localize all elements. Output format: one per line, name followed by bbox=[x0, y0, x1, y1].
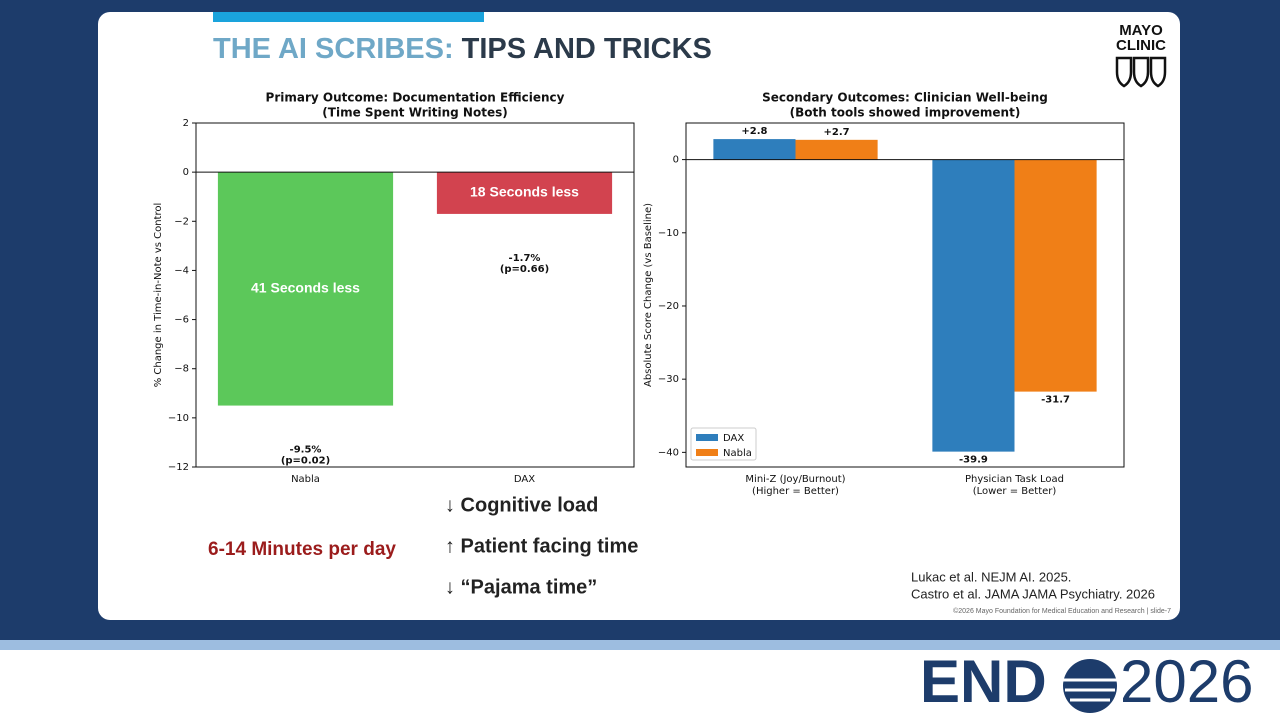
y-tick-label: 2 bbox=[183, 118, 189, 129]
value-label: -1.7% bbox=[509, 253, 541, 264]
title-accent: THE AI SCRIBES: bbox=[213, 33, 454, 65]
value-label: +2.8 bbox=[741, 126, 767, 137]
logo-text: CLINIC bbox=[1116, 37, 1166, 54]
y-tick-label: 0 bbox=[673, 155, 679, 166]
y-tick-label: 0 bbox=[183, 167, 189, 178]
chart-title: Primary Outcome: Documentation Efficienc… bbox=[266, 91, 565, 105]
x-tick-note: (Higher = Better) bbox=[752, 486, 839, 497]
y-tick-label: −8 bbox=[174, 364, 189, 375]
bar-annotation: 41 Seconds less bbox=[251, 280, 360, 296]
value-label: -39.9 bbox=[959, 455, 988, 466]
band-stripe bbox=[0, 640, 1280, 650]
axes-frame bbox=[195, 122, 635, 468]
legend-label: Nabla bbox=[723, 448, 752, 459]
x-tick-label: Mini-Z (Joy/Burnout) bbox=[745, 474, 845, 485]
accent-bar bbox=[213, 12, 484, 22]
bar bbox=[1014, 159, 1097, 392]
brand-globe bbox=[1063, 659, 1117, 713]
reference: Lukac et al. NEJM AI. 2025. bbox=[911, 569, 1071, 584]
y-tick-label: −12 bbox=[168, 462, 189, 473]
bullet: ↓ Cognitive load bbox=[445, 494, 598, 516]
legend-label: DAX bbox=[723, 433, 744, 444]
bar bbox=[436, 172, 613, 214]
value-label: -31.7 bbox=[1041, 395, 1070, 406]
highlight: 6-14 Minutes per day bbox=[208, 539, 396, 560]
y-tick-label: −4 bbox=[174, 265, 189, 276]
y-tick-label: −10 bbox=[658, 228, 679, 239]
y-axis-label: Absolute Score Change (vs Baseline) bbox=[643, 203, 654, 387]
chart-subtitle: (Both tools showed improvement) bbox=[790, 106, 1021, 120]
x-tick-label: Nabla bbox=[291, 474, 320, 485]
y-tick-label: −20 bbox=[658, 301, 679, 312]
y-tick-label: −6 bbox=[174, 315, 189, 326]
logo-shields bbox=[1115, 56, 1167, 88]
x-tick-label: DAX bbox=[514, 474, 535, 485]
bar bbox=[713, 139, 796, 160]
chart-title: Secondary Outcomes: Clinician Well-being bbox=[762, 91, 1048, 105]
bar bbox=[795, 139, 878, 160]
bullet: ↓ “Pajama time” bbox=[445, 576, 597, 598]
bar bbox=[217, 172, 394, 406]
title-main: TIPS AND TRICKS bbox=[462, 33, 712, 65]
axes-frame bbox=[685, 122, 1125, 468]
value-label: -9.5% bbox=[290, 445, 322, 456]
card bbox=[98, 12, 1180, 620]
y-axis-label: % Change in Time-in-Note vs Control bbox=[153, 203, 164, 388]
bullet: ↑ Patient facing time bbox=[445, 535, 638, 557]
p-label: (p=0.02) bbox=[281, 456, 330, 467]
bar-annotation: 18 Seconds less bbox=[470, 184, 579, 200]
bar bbox=[932, 159, 1015, 452]
y-tick-label: −40 bbox=[658, 447, 679, 458]
chart-subtitle: (Time Spent Writing Notes) bbox=[322, 106, 507, 120]
slide-title: THE AI SCRIBES: TIPS AND TRICKS bbox=[213, 33, 712, 65]
brand-right: 2026 bbox=[1120, 648, 1253, 715]
p-label: (p=0.66) bbox=[500, 264, 549, 275]
footer: ©2026 Mayo Foundation for Medical Educat… bbox=[953, 607, 1171, 615]
logo-text: MAYO bbox=[1119, 22, 1163, 39]
legend-swatch bbox=[696, 434, 718, 441]
x-tick-label: Physician Task Load bbox=[965, 474, 1064, 485]
y-tick-label: −2 bbox=[174, 216, 189, 227]
legend-swatch bbox=[696, 449, 718, 456]
x-tick-note: (Lower = Better) bbox=[973, 486, 1057, 497]
y-tick-label: −30 bbox=[658, 374, 679, 385]
brand-left: END bbox=[920, 648, 1047, 715]
reference: Castro et al. JAMA JAMA Psychiatry. 2026 bbox=[911, 586, 1155, 601]
value-label: +2.7 bbox=[824, 127, 850, 138]
y-tick-label: −10 bbox=[168, 413, 189, 424]
